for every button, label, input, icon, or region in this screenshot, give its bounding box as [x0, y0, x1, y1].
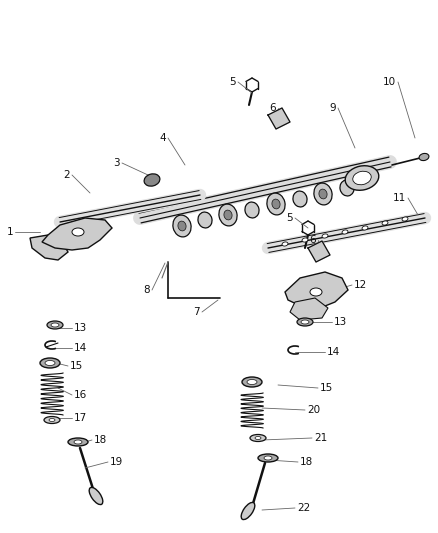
Ellipse shape [282, 242, 288, 246]
Ellipse shape [144, 174, 160, 186]
Text: 14: 14 [327, 347, 340, 357]
Ellipse shape [302, 238, 308, 242]
Text: 15: 15 [320, 383, 333, 393]
Ellipse shape [382, 221, 388, 225]
Ellipse shape [402, 217, 408, 221]
Ellipse shape [173, 215, 191, 237]
Text: 13: 13 [74, 323, 87, 333]
Polygon shape [30, 235, 68, 260]
Ellipse shape [45, 360, 55, 366]
Text: 2: 2 [64, 170, 70, 180]
Polygon shape [290, 298, 328, 320]
Ellipse shape [224, 210, 232, 220]
Text: 16: 16 [74, 390, 87, 400]
Ellipse shape [267, 193, 285, 215]
Ellipse shape [49, 418, 55, 422]
Ellipse shape [272, 199, 280, 209]
Ellipse shape [68, 438, 88, 446]
Text: 18: 18 [300, 457, 313, 467]
Ellipse shape [178, 221, 186, 231]
Ellipse shape [89, 487, 103, 505]
Text: 21: 21 [314, 433, 327, 443]
Ellipse shape [258, 454, 278, 462]
Ellipse shape [51, 323, 59, 327]
Ellipse shape [255, 437, 261, 440]
Text: 1: 1 [7, 227, 13, 237]
Ellipse shape [353, 171, 371, 185]
Ellipse shape [301, 320, 309, 324]
Ellipse shape [310, 288, 322, 296]
Ellipse shape [340, 180, 354, 196]
Text: 7: 7 [193, 307, 200, 317]
Text: 4: 4 [159, 133, 166, 143]
Text: 5: 5 [286, 213, 293, 223]
Text: 13: 13 [334, 317, 347, 327]
Ellipse shape [245, 202, 259, 218]
Text: 19: 19 [110, 457, 123, 467]
Text: 17: 17 [74, 413, 87, 423]
Ellipse shape [319, 189, 327, 199]
Text: 22: 22 [297, 503, 310, 513]
Text: 15: 15 [70, 361, 83, 371]
Ellipse shape [74, 440, 82, 444]
Polygon shape [285, 272, 348, 308]
Ellipse shape [44, 416, 60, 424]
Ellipse shape [345, 166, 379, 190]
Ellipse shape [241, 503, 255, 520]
Ellipse shape [362, 226, 368, 230]
Polygon shape [42, 218, 112, 250]
Ellipse shape [219, 204, 237, 226]
Text: 9: 9 [329, 103, 336, 113]
Text: 18: 18 [94, 435, 107, 445]
Text: 12: 12 [354, 280, 367, 290]
Text: 6: 6 [269, 103, 276, 113]
Text: 10: 10 [383, 77, 396, 87]
Text: 8: 8 [143, 285, 150, 295]
Text: 3: 3 [113, 158, 120, 168]
Ellipse shape [314, 183, 332, 205]
Ellipse shape [250, 434, 266, 441]
Polygon shape [308, 241, 330, 262]
Ellipse shape [72, 228, 84, 236]
Ellipse shape [242, 377, 262, 387]
Ellipse shape [198, 212, 212, 228]
Ellipse shape [293, 191, 307, 207]
Ellipse shape [419, 154, 429, 160]
Text: 11: 11 [393, 193, 406, 203]
Ellipse shape [47, 321, 63, 329]
Ellipse shape [247, 379, 257, 384]
Polygon shape [268, 108, 290, 129]
Text: 5: 5 [230, 77, 236, 87]
Ellipse shape [322, 234, 328, 238]
Ellipse shape [40, 358, 60, 368]
Ellipse shape [342, 230, 348, 234]
Text: 6: 6 [309, 235, 316, 245]
Text: 20: 20 [307, 405, 320, 415]
Text: 14: 14 [74, 343, 87, 353]
Ellipse shape [297, 318, 313, 326]
Ellipse shape [264, 456, 272, 460]
